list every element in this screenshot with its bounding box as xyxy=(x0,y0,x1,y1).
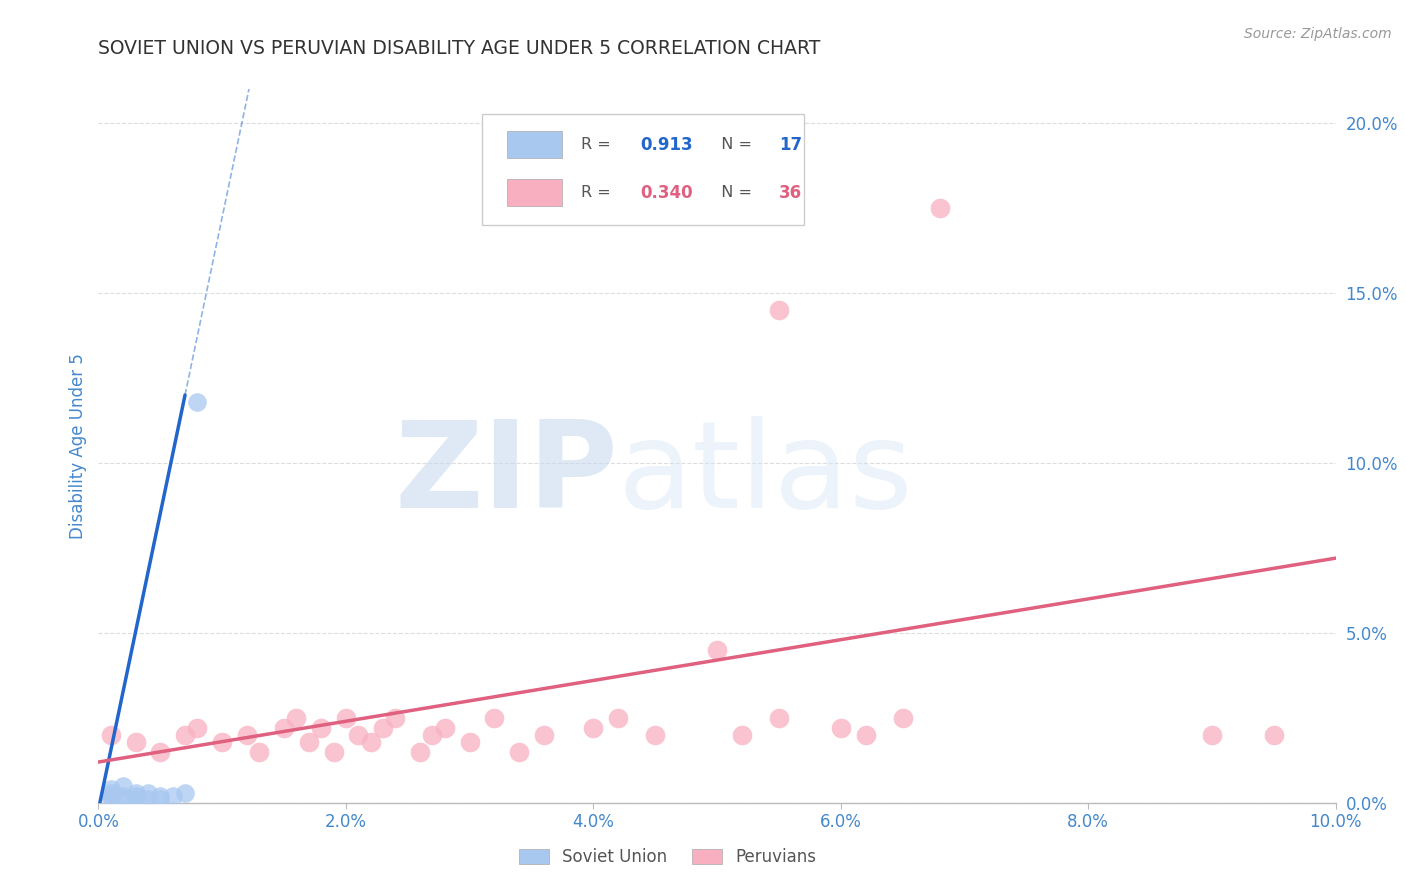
Point xyxy=(136,786,159,800)
Point xyxy=(855,728,877,742)
Point xyxy=(706,643,728,657)
Point xyxy=(236,728,259,742)
Point xyxy=(273,721,295,735)
Text: 36: 36 xyxy=(779,184,801,202)
Text: R =: R = xyxy=(581,137,616,153)
Point xyxy=(644,728,666,742)
Point xyxy=(112,779,135,793)
Point xyxy=(298,734,321,748)
Point xyxy=(1263,728,1285,742)
Point xyxy=(247,745,270,759)
Point xyxy=(409,745,432,759)
Text: ZIP: ZIP xyxy=(394,416,619,533)
Point xyxy=(124,789,146,803)
Point xyxy=(100,786,122,800)
Point xyxy=(309,721,332,735)
Point xyxy=(100,728,122,742)
Point xyxy=(335,711,357,725)
Point xyxy=(149,789,172,803)
Point xyxy=(174,786,197,800)
Point xyxy=(112,792,135,806)
Point xyxy=(347,728,370,742)
Point xyxy=(433,721,456,735)
Point xyxy=(768,711,790,725)
Point xyxy=(285,711,308,725)
Point xyxy=(830,721,852,735)
Text: 0.340: 0.340 xyxy=(640,184,693,202)
Y-axis label: Disability Age Under 5: Disability Age Under 5 xyxy=(69,353,87,539)
Text: atlas: atlas xyxy=(619,416,914,533)
Point xyxy=(211,734,233,748)
Point xyxy=(124,792,146,806)
Point xyxy=(533,728,555,742)
Point xyxy=(322,745,344,759)
Point xyxy=(112,789,135,803)
Point xyxy=(607,711,630,725)
Point xyxy=(928,201,950,215)
Point xyxy=(100,792,122,806)
Point xyxy=(508,745,530,759)
Point xyxy=(162,789,184,803)
Text: Source: ZipAtlas.com: Source: ZipAtlas.com xyxy=(1244,27,1392,41)
Point xyxy=(768,303,790,318)
Bar xyxy=(506,131,562,159)
Point xyxy=(360,734,382,748)
Point xyxy=(731,728,754,742)
Point xyxy=(136,792,159,806)
Point xyxy=(582,721,605,735)
Text: N =: N = xyxy=(711,186,756,200)
Text: SOVIET UNION VS PERUVIAN DISABILITY AGE UNDER 5 CORRELATION CHART: SOVIET UNION VS PERUVIAN DISABILITY AGE … xyxy=(98,39,821,58)
Point xyxy=(891,711,914,725)
Point xyxy=(149,745,172,759)
Point xyxy=(100,789,122,803)
Text: 0.913: 0.913 xyxy=(640,136,693,153)
FancyBboxPatch shape xyxy=(482,114,804,225)
Point xyxy=(1201,728,1223,742)
Text: 17: 17 xyxy=(779,136,801,153)
Point xyxy=(124,786,146,800)
Point xyxy=(124,734,146,748)
Point xyxy=(384,711,406,725)
Point xyxy=(186,394,208,409)
Point xyxy=(422,728,444,742)
Text: N =: N = xyxy=(711,137,756,153)
Point xyxy=(149,792,172,806)
Point xyxy=(371,721,394,735)
Point xyxy=(458,734,481,748)
Point xyxy=(484,711,506,725)
Point xyxy=(174,728,197,742)
Bar xyxy=(506,179,562,206)
Text: R =: R = xyxy=(581,186,616,200)
Legend: Soviet Union, Peruvians: Soviet Union, Peruvians xyxy=(512,842,823,873)
Point xyxy=(186,721,208,735)
Point xyxy=(100,782,122,797)
